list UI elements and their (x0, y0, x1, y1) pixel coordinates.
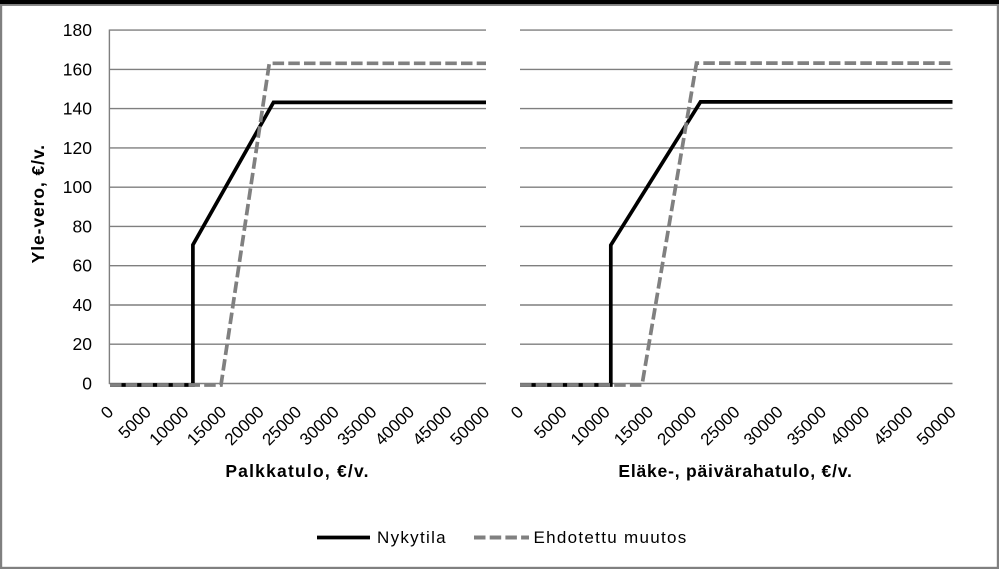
svg-text:160: 160 (63, 59, 92, 79)
svg-text:60: 60 (73, 256, 93, 276)
svg-text:Yle-vero, €/v.: Yle-vero, €/v. (28, 144, 48, 263)
svg-text:Eläke-, päivärahatulo, €/v.: Eläke-, päivärahatulo, €/v. (618, 461, 852, 481)
svg-text:80: 80 (73, 216, 93, 236)
svg-text:0: 0 (82, 373, 92, 393)
svg-text:Palkkatulo, €/v.: Palkkatulo, €/v. (225, 461, 369, 481)
svg-text:100: 100 (63, 177, 92, 197)
svg-text:40: 40 (73, 295, 93, 315)
svg-text:20: 20 (73, 334, 93, 354)
svg-text:180: 180 (63, 20, 92, 40)
svg-text:Ehdotettu muutos: Ehdotettu muutos (534, 528, 688, 547)
svg-text:Nykytila: Nykytila (377, 528, 447, 547)
svg-text:140: 140 (63, 99, 92, 119)
svg-text:120: 120 (63, 138, 92, 158)
